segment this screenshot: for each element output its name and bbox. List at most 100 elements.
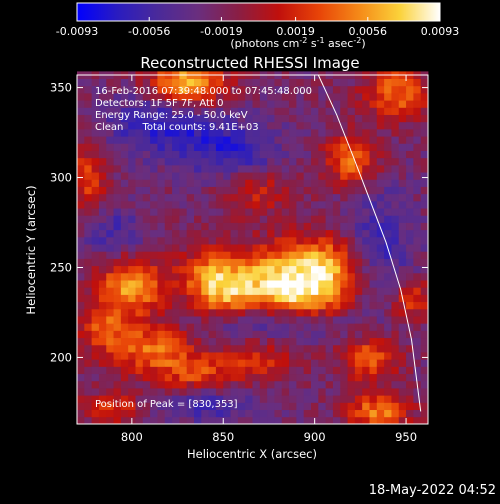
heatmap-cell bbox=[150, 208, 158, 216]
heatmap-cell bbox=[172, 251, 180, 259]
heatmap-cell bbox=[245, 85, 253, 94]
heatmap-cell bbox=[215, 114, 224, 123]
heatmap-cell bbox=[84, 251, 93, 259]
heatmap-cell bbox=[98, 316, 107, 324]
heatmap-cell bbox=[281, 359, 290, 367]
heatmap-cell bbox=[128, 301, 136, 310]
heatmap-cell bbox=[106, 359, 114, 367]
heatmap-cell bbox=[384, 100, 392, 108]
heatmap-cell bbox=[201, 308, 210, 317]
heatmap-cell bbox=[142, 409, 151, 418]
heatmap-cell bbox=[186, 164, 195, 173]
heatmap-cell bbox=[362, 251, 370, 259]
heatmap-cell bbox=[223, 244, 231, 252]
heatmap-cell bbox=[164, 366, 173, 375]
heatmap-cell bbox=[135, 114, 144, 123]
heatmap-cell bbox=[98, 402, 107, 411]
heatmap-cell bbox=[128, 172, 136, 180]
heatmap-cell bbox=[398, 136, 407, 144]
heatmap-cell bbox=[186, 92, 195, 101]
heatmap-cell bbox=[91, 186, 100, 195]
heatmap-cell bbox=[179, 143, 188, 151]
heatmap-cell bbox=[201, 114, 210, 123]
heatmap-cell bbox=[230, 388, 239, 396]
heatmap-cell bbox=[172, 143, 180, 151]
heatmap-cell bbox=[376, 136, 385, 144]
heatmap-cell bbox=[332, 352, 341, 360]
heatmap-cell bbox=[194, 272, 202, 281]
heatmap-cell bbox=[332, 150, 341, 159]
heatmap-cell bbox=[91, 128, 100, 137]
heatmap-cell bbox=[201, 258, 210, 267]
heatmap-cell bbox=[413, 179, 422, 187]
heatmap-cell bbox=[281, 114, 290, 123]
heatmap-cell bbox=[420, 344, 429, 353]
heatmap-cell bbox=[113, 164, 122, 173]
heatmap-cell bbox=[172, 344, 180, 353]
heatmap-cell bbox=[98, 114, 107, 123]
heatmap-cell bbox=[369, 272, 378, 281]
heatmap-cell bbox=[406, 352, 414, 360]
heatmap-cell bbox=[223, 186, 231, 195]
heatmap-cell bbox=[318, 236, 327, 245]
heatmap-cell bbox=[259, 323, 268, 331]
heatmap-cell bbox=[135, 100, 144, 108]
heatmap-cell bbox=[296, 200, 305, 209]
heatmap-cell bbox=[91, 388, 100, 396]
heatmap-cell bbox=[267, 200, 275, 209]
heatmap-cell bbox=[252, 287, 261, 295]
heatmap-cell bbox=[179, 388, 188, 396]
heatmap-cell bbox=[398, 366, 407, 375]
heatmap-cell bbox=[120, 236, 129, 245]
heatmap-cell bbox=[84, 308, 93, 317]
heatmap-cell bbox=[98, 92, 107, 101]
heatmap-cell bbox=[340, 416, 348, 425]
heatmap-cell bbox=[340, 100, 348, 108]
heatmap-cell bbox=[376, 85, 385, 94]
heatmap-cell bbox=[135, 172, 144, 180]
heatmap-cell bbox=[208, 143, 217, 151]
heatmap-cell bbox=[208, 100, 217, 108]
heatmap-cell bbox=[215, 222, 224, 231]
heatmap-cell bbox=[384, 85, 392, 94]
heatmap-cell bbox=[77, 294, 85, 303]
heatmap-cell bbox=[208, 409, 217, 418]
heatmap-cell bbox=[194, 287, 202, 295]
heatmap-cell bbox=[157, 280, 166, 288]
heatmap-cell bbox=[354, 337, 363, 346]
heatmap-cell bbox=[318, 388, 327, 396]
heatmap-cell bbox=[311, 157, 319, 166]
heatmap-cell bbox=[289, 78, 297, 87]
heatmap-cell bbox=[281, 215, 290, 223]
heatmap-cell bbox=[120, 222, 129, 231]
heatmap-cell bbox=[113, 215, 122, 223]
heatmap-cell bbox=[318, 294, 327, 303]
heatmap-cell bbox=[201, 172, 210, 180]
heatmap-cell bbox=[318, 85, 327, 94]
heatmap-cell bbox=[186, 236, 195, 245]
heatmap-cell bbox=[325, 416, 334, 425]
heatmap-cell bbox=[413, 287, 422, 295]
heatmap-cell bbox=[391, 229, 400, 238]
heatmap-cell bbox=[157, 157, 166, 166]
heatmap-cell bbox=[157, 100, 166, 108]
heatmap-cell bbox=[369, 208, 378, 216]
heatmap-cell bbox=[77, 409, 85, 418]
heatmap-cell bbox=[194, 157, 202, 166]
heatmap-cell bbox=[274, 323, 283, 331]
heatmap-cell bbox=[201, 330, 210, 339]
heatmap-cell bbox=[325, 366, 334, 375]
heatmap-cell bbox=[303, 92, 312, 101]
heatmap-cell bbox=[208, 157, 217, 166]
heatmap-cell bbox=[325, 128, 334, 137]
heatmap-cell bbox=[406, 294, 414, 303]
heatmap-cell bbox=[150, 164, 158, 173]
heatmap-cell bbox=[325, 222, 334, 231]
heatmap-cell bbox=[245, 179, 253, 187]
heatmap-cell bbox=[179, 337, 188, 346]
heatmap-cell bbox=[98, 344, 107, 353]
heatmap-cell bbox=[128, 366, 136, 375]
heatmap-cell bbox=[384, 409, 392, 418]
heatmap-cell bbox=[362, 193, 370, 202]
heatmap-cell bbox=[420, 244, 429, 252]
